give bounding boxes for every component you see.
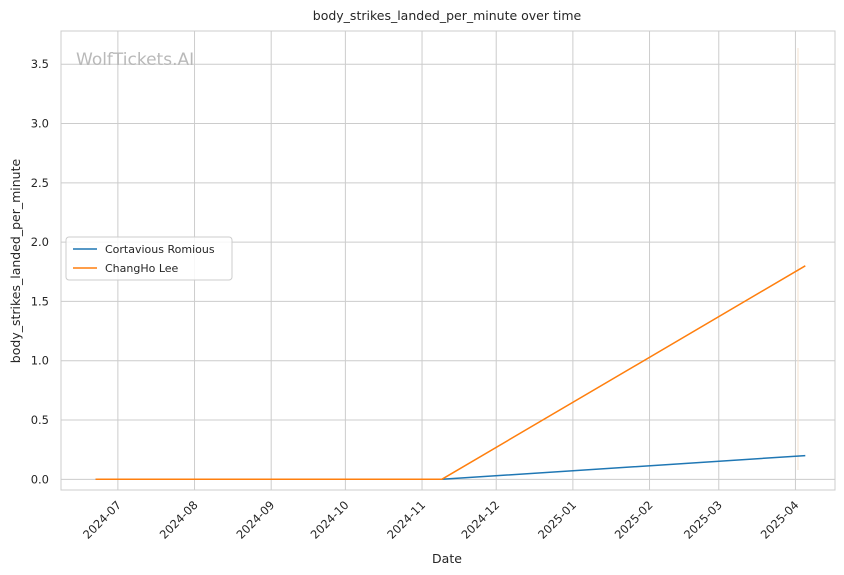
y-tick-label: 2.0 (31, 235, 49, 249)
x-tick-label: 2024-12 (458, 498, 502, 542)
legend: Cortavious Romious ChangHo Lee (65, 236, 233, 281)
legend-label-0: Cortavious Romious (105, 243, 215, 256)
y-tick-label: 3.0 (31, 117, 49, 131)
plot-frame (60, 30, 836, 491)
series-layer (95, 265, 806, 481)
x-tick-label: 2025-02 (612, 498, 656, 542)
series-line-0 (95, 454, 806, 481)
chart-title: body_strikes_landed_per_minute over time (313, 8, 582, 23)
x-tick-label: 2024-08 (157, 498, 201, 542)
x-tick-label: 2025-03 (681, 498, 725, 542)
x-tick-label: 2025-04 (758, 498, 802, 542)
y-tick-label: 3.5 (31, 57, 49, 71)
x-ticks: 2024-07 2024-08 2024-09 2024-10 2024-11 2024-… (80, 498, 801, 542)
legend-label-1: ChangHo Lee (105, 262, 179, 275)
legend-box (65, 236, 233, 281)
x-tick-label: 2025-01 (535, 498, 579, 542)
y-tick-label: 1.0 (31, 354, 49, 368)
x-tick-label: 2024-11 (384, 498, 428, 542)
y-tick-label: 0.0 (31, 472, 49, 486)
watermark: WolfTickets.AI (76, 50, 194, 70)
y-axis-label: body_strikes_landed_per_minute (8, 158, 23, 363)
y-tick-label: 2.5 (31, 176, 49, 190)
x-axis-label: Date (432, 551, 462, 566)
y-tick-label: 1.5 (31, 294, 49, 308)
x-tick-label: 2024-10 (308, 498, 352, 542)
y-tick-label: 0.5 (31, 413, 49, 427)
series-line-1 (95, 265, 806, 481)
x-tick-label: 2024-09 (233, 498, 277, 542)
x-tick-label: 2024-07 (80, 498, 124, 542)
y-ticks: 0.0 0.5 1.0 1.5 2.0 2.5 3.0 3.5 (31, 57, 49, 486)
